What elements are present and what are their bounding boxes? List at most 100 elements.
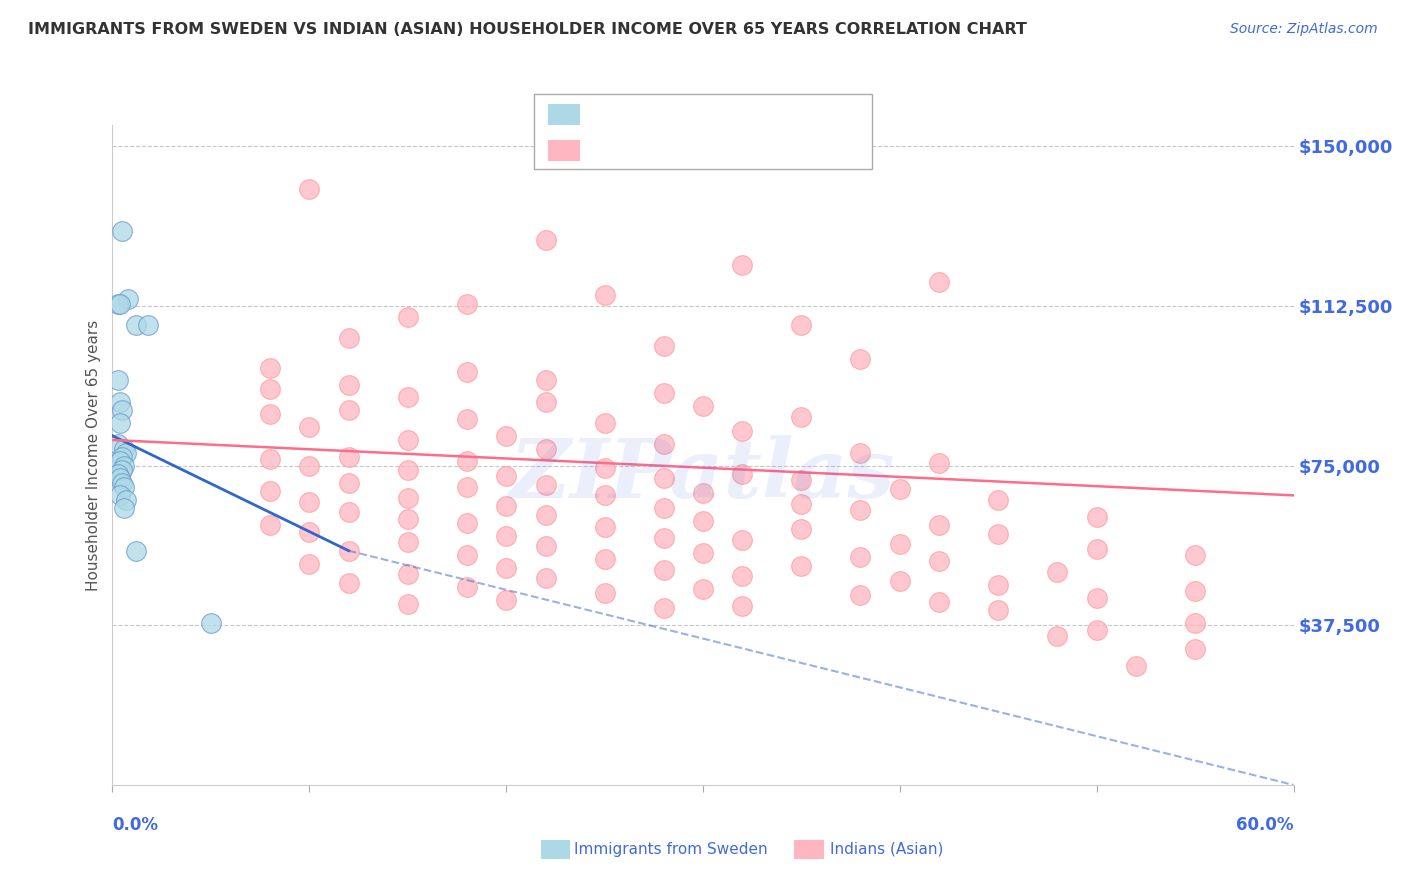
Point — [456, 365, 478, 379]
Point — [112, 501, 135, 516]
Point — [396, 463, 419, 477]
Point — [259, 408, 281, 422]
Point — [298, 524, 321, 539]
Point — [495, 469, 517, 483]
Point — [692, 514, 714, 528]
Point — [1085, 509, 1108, 524]
Point — [1046, 565, 1069, 579]
Point — [889, 537, 911, 551]
Point — [337, 331, 360, 345]
Point — [495, 592, 517, 607]
Point — [298, 458, 321, 473]
Point — [731, 533, 754, 547]
Point — [790, 497, 813, 511]
Point — [849, 589, 872, 603]
Point — [534, 477, 557, 491]
Point — [107, 467, 129, 481]
Point — [652, 601, 675, 615]
Point — [534, 394, 557, 409]
Point — [889, 574, 911, 588]
Text: ZIPatlas: ZIPatlas — [510, 434, 896, 515]
Point — [1046, 629, 1069, 643]
Point — [259, 452, 281, 467]
Point — [1085, 591, 1108, 605]
Point — [889, 482, 911, 496]
Text: R =: R = — [586, 142, 623, 156]
Point — [534, 571, 557, 585]
Point — [259, 484, 281, 499]
Point — [593, 586, 616, 600]
Point — [731, 425, 754, 439]
Point — [593, 460, 616, 475]
Point — [495, 561, 517, 575]
Point — [652, 386, 675, 401]
Point — [593, 416, 616, 430]
Text: N=: N= — [686, 142, 731, 156]
Point — [928, 276, 950, 290]
Point — [298, 420, 321, 434]
Point — [1184, 641, 1206, 656]
Point — [456, 480, 478, 494]
Y-axis label: Householder Income Over 65 years: Householder Income Over 65 years — [86, 319, 101, 591]
Point — [396, 310, 419, 324]
Point — [456, 411, 478, 425]
Point — [337, 543, 360, 558]
Point — [652, 339, 675, 353]
Point — [115, 492, 138, 507]
Point — [731, 599, 754, 613]
Point — [652, 437, 675, 451]
Text: 109: 109 — [738, 142, 765, 156]
Point — [593, 552, 616, 566]
Point — [117, 293, 139, 307]
Point — [534, 442, 557, 456]
Point — [396, 535, 419, 549]
Point — [396, 433, 419, 447]
Point — [849, 446, 872, 460]
Point — [337, 505, 360, 519]
Point — [1184, 616, 1206, 631]
Point — [790, 318, 813, 332]
Point — [337, 575, 360, 590]
Point — [111, 463, 134, 477]
Text: 0.0%: 0.0% — [112, 816, 159, 834]
Text: Immigrants from Sweden: Immigrants from Sweden — [574, 842, 768, 856]
Point — [652, 501, 675, 516]
Point — [692, 399, 714, 413]
Point — [136, 318, 159, 332]
Point — [1125, 658, 1147, 673]
Point — [534, 233, 557, 247]
Text: Indians (Asian): Indians (Asian) — [830, 842, 943, 856]
Point — [652, 471, 675, 485]
Point — [107, 437, 129, 451]
Point — [337, 475, 360, 490]
Text: N=: N= — [686, 106, 731, 120]
Point — [110, 416, 132, 430]
Point — [112, 442, 135, 456]
Point — [125, 318, 148, 332]
Point — [456, 580, 478, 594]
Point — [298, 557, 321, 571]
Point — [987, 578, 1010, 592]
Point — [110, 488, 132, 502]
Point — [112, 480, 135, 494]
Point — [259, 360, 281, 375]
Point — [337, 403, 360, 417]
Point — [396, 597, 419, 611]
Point — [396, 567, 419, 582]
Text: 60.0%: 60.0% — [1236, 816, 1294, 834]
Point — [1184, 548, 1206, 562]
Point — [125, 543, 148, 558]
Point — [259, 382, 281, 396]
Point — [337, 450, 360, 464]
Point — [495, 499, 517, 513]
Point — [298, 182, 321, 196]
Text: Source: ZipAtlas.com: Source: ZipAtlas.com — [1230, 22, 1378, 37]
Text: R =: R = — [586, 106, 623, 120]
Point — [111, 475, 134, 490]
Point — [112, 458, 135, 473]
Point — [652, 563, 675, 577]
Point — [652, 531, 675, 545]
Point — [259, 518, 281, 533]
Point — [1085, 541, 1108, 556]
Point — [692, 546, 714, 560]
